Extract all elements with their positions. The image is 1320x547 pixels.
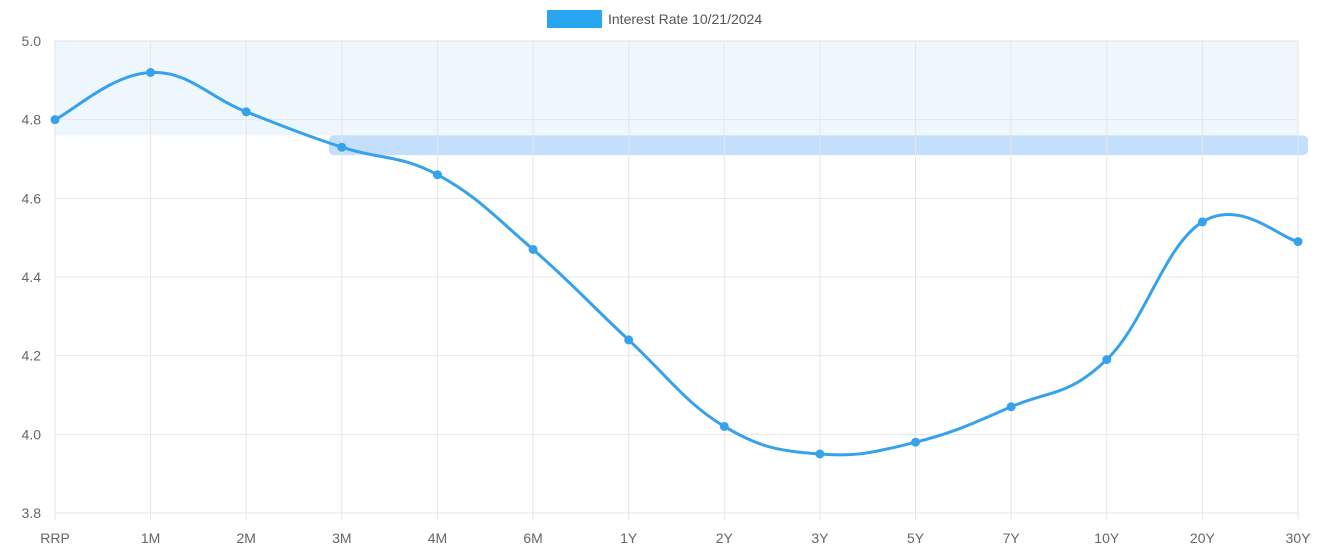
x-tick-label: 6M: [523, 530, 542, 546]
data-point-30y[interactable]: [1293, 237, 1303, 247]
x-tick-label: 4M: [428, 530, 447, 546]
data-point-3y[interactable]: [815, 449, 825, 459]
data-point-6m[interactable]: [528, 244, 538, 254]
legend-swatch[interactable]: [547, 10, 602, 28]
data-point-rrp[interactable]: [50, 115, 60, 125]
x-tick-label: 3M: [332, 530, 351, 546]
data-point-7y[interactable]: [1006, 402, 1016, 412]
highlight-band-2: [328, 135, 1308, 156]
x-tick-label: RRP: [40, 530, 70, 546]
y-tick-label: 3.8: [22, 505, 42, 521]
highlight-bands: [55, 41, 1308, 156]
x-tick-label: 7Y: [1003, 530, 1021, 546]
legend[interactable]: Interest Rate 10/21/2024: [547, 10, 762, 28]
data-point-1m[interactable]: [146, 67, 156, 77]
x-tick-label: 20Y: [1190, 530, 1216, 546]
x-axis-ticks: RRP 1M 2M 3M 4M 6M 1Y 2Y 3Y 5Y 7Y 10Y 20Y 30Y: [40, 530, 1311, 546]
y-tick-label: 4.2: [22, 348, 42, 364]
data-point-20y[interactable]: [1197, 217, 1207, 227]
y-tick-label: 4.6: [22, 190, 42, 206]
data-point-10y[interactable]: [1102, 355, 1112, 365]
data-point-2y[interactable]: [719, 421, 729, 431]
data-point-5y[interactable]: [911, 437, 921, 447]
x-tick-label: 2Y: [716, 530, 734, 546]
x-tick-label: 2M: [237, 530, 256, 546]
legend-label[interactable]: Interest Rate 10/21/2024: [608, 11, 762, 27]
highlight-band-1: [55, 41, 1298, 136]
y-axis-ticks: 5.0 4.8 4.6 4.4 4.2 4.0 3.8: [22, 33, 42, 521]
y-tick-label: 4.4: [22, 269, 42, 285]
x-tick-label: 1M: [141, 530, 160, 546]
x-tick-label: 30Y: [1286, 530, 1312, 546]
x-tick-label: 1Y: [620, 530, 638, 546]
x-tick-label: 3Y: [811, 530, 829, 546]
y-tick-label: 4.0: [22, 426, 42, 442]
data-point-2m[interactable]: [241, 107, 251, 117]
data-point-4m[interactable]: [432, 170, 442, 180]
x-tick-label: 10Y: [1094, 530, 1120, 546]
series-points: [50, 67, 1303, 459]
data-point-1y[interactable]: [624, 335, 634, 345]
grid-lines: [54, 40, 1299, 520]
x-tick-label: 5Y: [907, 530, 925, 546]
y-tick-label: 5.0: [22, 33, 42, 49]
data-point-3m[interactable]: [337, 142, 347, 152]
y-tick-label: 4.8: [22, 112, 42, 128]
